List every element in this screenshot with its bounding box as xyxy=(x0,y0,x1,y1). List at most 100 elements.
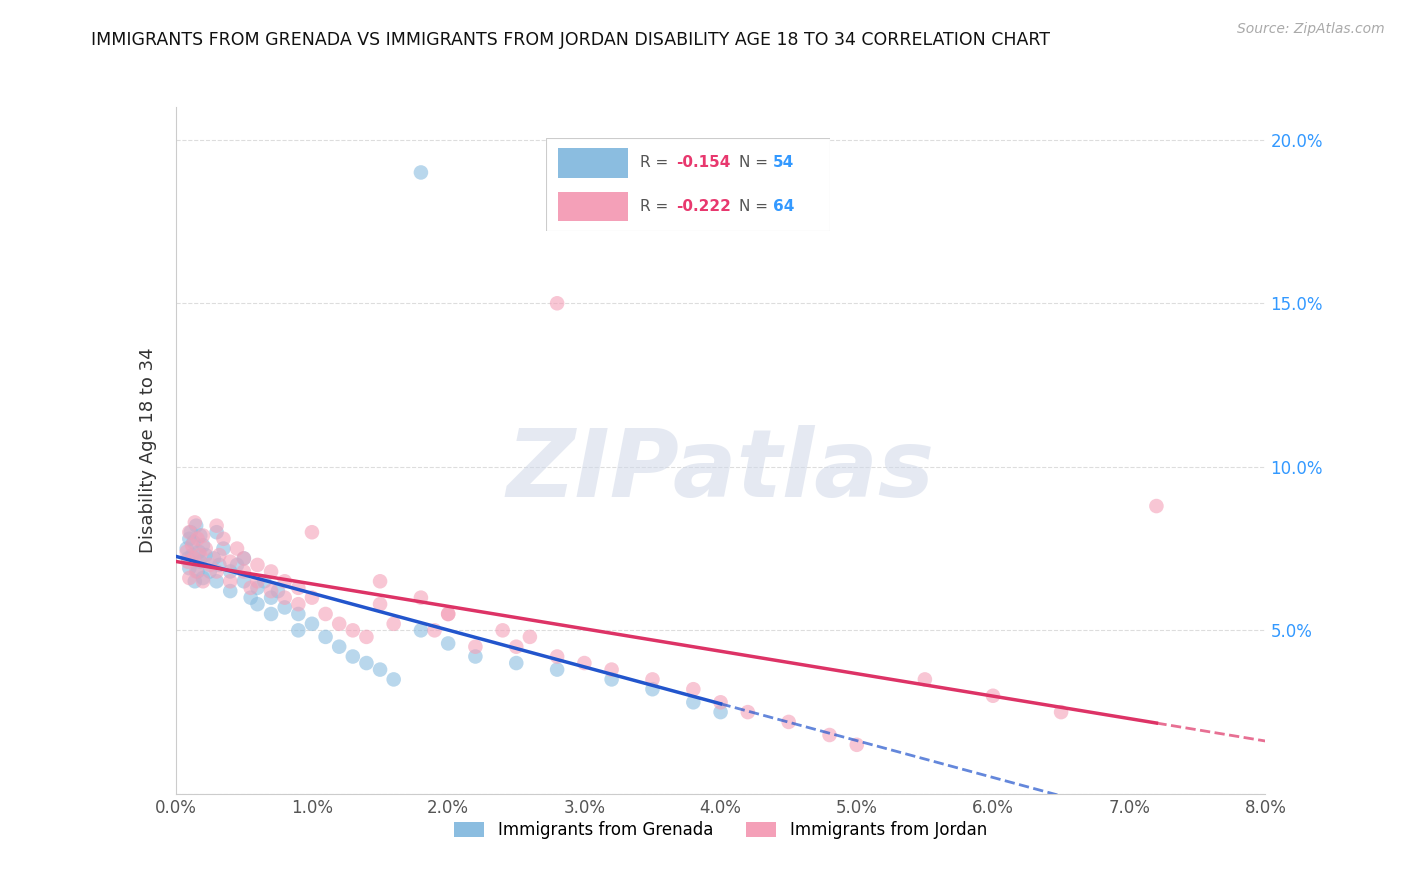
Point xyxy=(519,630,541,644)
Point xyxy=(219,584,242,599)
Point xyxy=(188,528,211,542)
Point xyxy=(177,551,200,566)
Point xyxy=(184,574,207,589)
Point xyxy=(180,525,202,540)
Point xyxy=(356,630,378,644)
Point xyxy=(301,591,323,605)
Point xyxy=(845,738,868,752)
Point xyxy=(191,528,214,542)
Point xyxy=(184,516,207,530)
Point xyxy=(188,555,211,569)
Point xyxy=(505,656,527,670)
Point xyxy=(205,518,228,533)
Point xyxy=(179,571,201,585)
Legend: Immigrants from Grenada, Immigrants from Jordan: Immigrants from Grenada, Immigrants from… xyxy=(446,813,995,847)
Point xyxy=(239,581,262,595)
Point xyxy=(179,561,201,575)
Point xyxy=(287,624,309,638)
Point xyxy=(246,581,269,595)
Point xyxy=(315,630,337,644)
Point xyxy=(342,649,364,664)
Point xyxy=(981,689,1004,703)
Point xyxy=(191,574,214,589)
Point xyxy=(274,591,297,605)
Point xyxy=(368,663,391,677)
Point xyxy=(818,728,841,742)
Point xyxy=(287,607,309,621)
Point xyxy=(246,597,269,611)
Point xyxy=(232,551,254,566)
Point xyxy=(260,584,283,599)
Point xyxy=(179,532,201,546)
Point xyxy=(181,548,204,562)
Point xyxy=(382,616,405,631)
Point xyxy=(176,541,198,556)
Point xyxy=(198,565,221,579)
Point xyxy=(198,558,221,572)
Point xyxy=(191,571,214,585)
Point xyxy=(246,574,269,589)
Point xyxy=(186,565,209,579)
Point xyxy=(219,565,242,579)
Point xyxy=(176,545,198,559)
Point xyxy=(186,532,209,546)
Bar xyxy=(558,192,628,221)
Point xyxy=(600,663,623,677)
Point xyxy=(641,673,664,687)
Point xyxy=(183,535,205,549)
Point xyxy=(423,624,446,638)
Text: ZIPatlas: ZIPatlas xyxy=(506,425,935,517)
Point xyxy=(177,555,200,569)
Point xyxy=(187,545,209,559)
Point xyxy=(194,548,217,562)
Point xyxy=(301,525,323,540)
Point xyxy=(600,673,623,687)
Point xyxy=(191,538,214,552)
Point xyxy=(287,581,309,595)
Y-axis label: Disability Age 18 to 34: Disability Age 18 to 34 xyxy=(139,348,157,553)
Point xyxy=(239,591,262,605)
Text: -0.154: -0.154 xyxy=(676,155,731,170)
Point xyxy=(437,607,460,621)
Point xyxy=(208,558,231,572)
Point xyxy=(710,695,733,709)
Point xyxy=(260,591,283,605)
Point xyxy=(226,541,249,556)
Point xyxy=(183,551,205,566)
Point xyxy=(246,558,269,572)
Point xyxy=(232,551,254,566)
Point xyxy=(682,682,704,697)
Point xyxy=(194,541,217,556)
Point xyxy=(274,574,297,589)
Point xyxy=(409,165,432,179)
Point xyxy=(778,714,800,729)
Point xyxy=(914,673,936,687)
Point xyxy=(505,640,527,654)
Point xyxy=(181,538,204,552)
Point xyxy=(574,656,596,670)
Point xyxy=(274,600,297,615)
Point xyxy=(409,591,432,605)
Point xyxy=(315,607,337,621)
Point xyxy=(492,624,515,638)
Point xyxy=(219,555,242,569)
Point xyxy=(260,607,283,621)
Point xyxy=(232,574,254,589)
Text: Source: ZipAtlas.com: Source: ZipAtlas.com xyxy=(1237,22,1385,37)
Bar xyxy=(558,148,628,178)
Point xyxy=(232,565,254,579)
Text: N =: N = xyxy=(740,155,773,170)
Text: -0.222: -0.222 xyxy=(676,199,731,214)
Point xyxy=(368,597,391,611)
Point xyxy=(260,565,283,579)
Text: 54: 54 xyxy=(773,155,794,170)
Point xyxy=(342,624,364,638)
Point xyxy=(186,565,208,579)
Point xyxy=(710,705,733,719)
Point xyxy=(464,640,486,654)
Point xyxy=(328,640,350,654)
Point xyxy=(267,584,290,599)
Point xyxy=(226,558,249,572)
Point xyxy=(641,682,664,697)
Text: R =: R = xyxy=(640,155,673,170)
